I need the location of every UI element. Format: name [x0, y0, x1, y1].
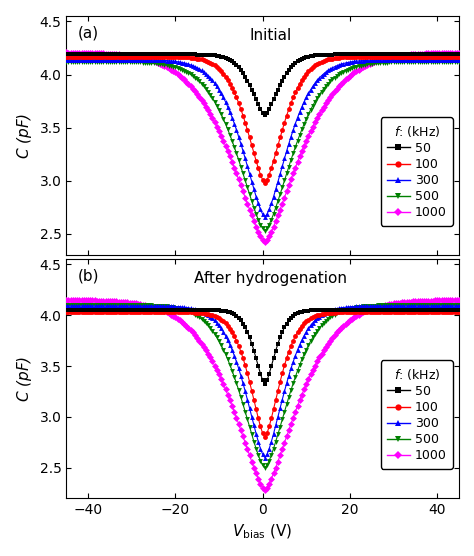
Y-axis label: $C$ (pF): $C$ (pF) [15, 112, 34, 159]
Y-axis label: $C$ (pF): $C$ (pF) [15, 356, 34, 402]
Text: After hydrogenation: After hydrogenation [194, 271, 347, 286]
Legend: 50, 100, 300, 500, 1000: 50, 100, 300, 500, 1000 [381, 360, 453, 469]
X-axis label: $V_{\mathrm{bias}}$ (V): $V_{\mathrm{bias}}$ (V) [232, 523, 293, 541]
Text: (b): (b) [78, 269, 100, 284]
Legend: 50, 100, 300, 500, 1000: 50, 100, 300, 500, 1000 [381, 117, 453, 226]
Text: Initial: Initial [249, 28, 292, 43]
Text: (a): (a) [78, 26, 99, 41]
